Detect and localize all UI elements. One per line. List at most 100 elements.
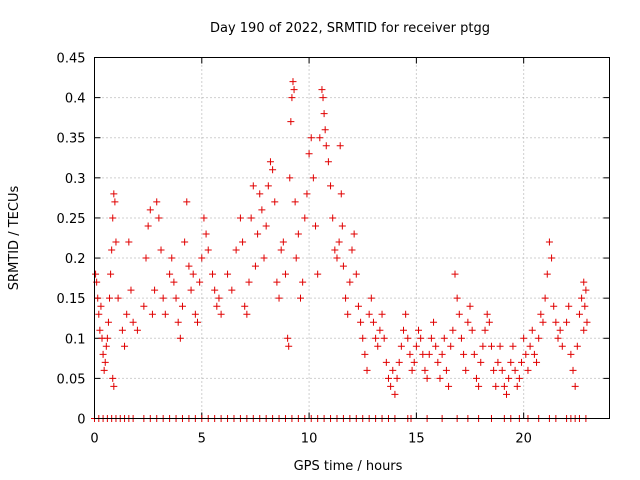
- data-point: [338, 222, 346, 230]
- data-point: [258, 206, 266, 214]
- data-point: [108, 246, 116, 254]
- data-point: [342, 294, 350, 302]
- data-point: [309, 174, 317, 182]
- data-point: [569, 366, 577, 374]
- data-point: [427, 334, 435, 342]
- data-point: [202, 230, 210, 238]
- data-point: [357, 318, 365, 326]
- data-point: [468, 326, 476, 334]
- data-point: [140, 302, 148, 310]
- data-point: [312, 222, 320, 230]
- data-point: [376, 326, 384, 334]
- data-point: [254, 230, 262, 238]
- data-point: [101, 358, 109, 366]
- data-point: [515, 374, 523, 382]
- data-point: [289, 78, 297, 86]
- data-point: [361, 350, 369, 358]
- data-point: [97, 302, 105, 310]
- data-point: [279, 238, 287, 246]
- data-point: [159, 294, 167, 302]
- data-point: [114, 294, 122, 302]
- data-point: [191, 310, 199, 318]
- data-point: [354, 302, 362, 310]
- data-point: [500, 382, 508, 390]
- data-point: [224, 270, 232, 278]
- data-point: [204, 246, 212, 254]
- data-point: [391, 390, 399, 398]
- data-point: [494, 358, 502, 366]
- data-point: [316, 134, 324, 142]
- data-point: [464, 318, 472, 326]
- data-point: [336, 142, 344, 150]
- data-point: [339, 262, 347, 270]
- data-point: [291, 198, 299, 206]
- data-point: [543, 270, 551, 278]
- data-point: [174, 318, 182, 326]
- data-point: [273, 278, 281, 286]
- data-point: [535, 334, 543, 342]
- data-point: [434, 358, 442, 366]
- data-point: [539, 318, 547, 326]
- data-point: [243, 310, 251, 318]
- data-point: [331, 246, 339, 254]
- y-tick-label: 0.4: [65, 92, 86, 107]
- data-point: [103, 334, 111, 342]
- data-point: [554, 334, 562, 342]
- data-point: [95, 310, 103, 318]
- data-point: [303, 190, 311, 198]
- data-point: [410, 358, 418, 366]
- data-point: [389, 366, 397, 374]
- data-point: [522, 350, 530, 358]
- data-point: [189, 270, 197, 278]
- data-point: [395, 358, 403, 366]
- data-point: [344, 310, 352, 318]
- data-point: [462, 366, 470, 374]
- data-point: [301, 214, 309, 222]
- data-point: [92, 270, 100, 278]
- x-tick-label: 0: [90, 432, 98, 447]
- data-point: [297, 294, 304, 302]
- x-axis-label: GPS time / hours: [294, 459, 403, 474]
- data-point: [241, 302, 249, 310]
- data-point: [256, 190, 264, 198]
- data-point: [348, 246, 356, 254]
- data-point: [537, 310, 545, 318]
- data-point: [294, 230, 302, 238]
- data-point: [384, 374, 392, 382]
- data-point: [503, 390, 510, 398]
- y-tick-label: 0: [77, 413, 85, 428]
- data-point: [369, 318, 377, 326]
- data-point: [346, 278, 354, 286]
- data-point: [387, 382, 395, 390]
- data-point: [121, 342, 129, 350]
- x-tick-label: 10: [301, 432, 318, 447]
- data-point: [277, 246, 285, 254]
- data-point: [393, 374, 401, 382]
- data-point: [335, 238, 343, 246]
- data-point: [100, 366, 108, 374]
- data-point: [440, 334, 448, 342]
- data-point: [211, 286, 219, 294]
- x-tick-label: 20: [515, 432, 532, 447]
- chart-title: Day 190 of 2022, SRMTID for receiver ptg…: [210, 21, 490, 36]
- data-point: [166, 270, 174, 278]
- data-point: [582, 286, 590, 294]
- data-point: [402, 310, 410, 318]
- data-point: [104, 318, 112, 326]
- data-point: [232, 246, 240, 254]
- data-point: [550, 302, 558, 310]
- data-point: [236, 214, 244, 222]
- data-point: [111, 198, 119, 206]
- data-point: [404, 334, 412, 342]
- y-axis-label: SRMTID / TECUs: [7, 186, 22, 291]
- data-point: [142, 254, 150, 262]
- data-point: [109, 214, 117, 222]
- data-point: [472, 374, 480, 382]
- data-point: [359, 334, 367, 342]
- data-point: [307, 134, 315, 142]
- data-point: [102, 342, 110, 350]
- data-point: [286, 174, 294, 182]
- data-point: [285, 342, 293, 350]
- data-point: [288, 94, 296, 102]
